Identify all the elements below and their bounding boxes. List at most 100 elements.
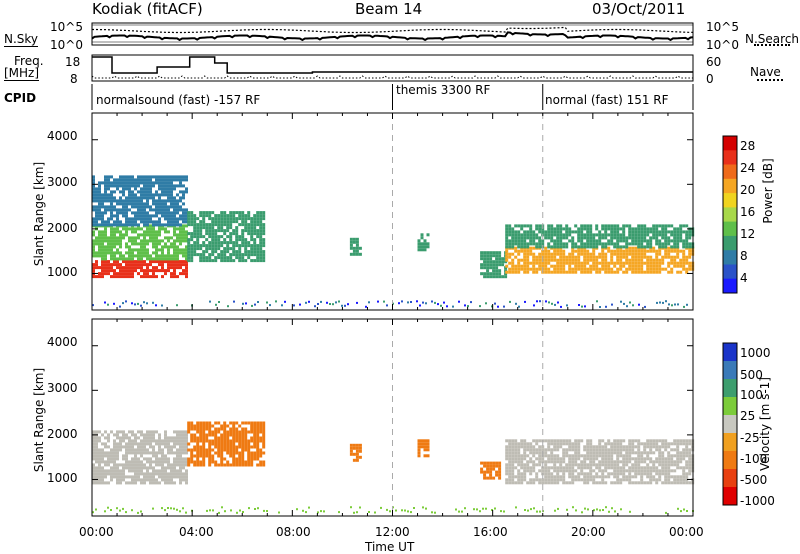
- heatmap-cell: [116, 442, 119, 446]
- heatmap-cell: [670, 442, 674, 446]
- heatmap-cell: [226, 235, 230, 239]
- heatmap-cell: [682, 469, 686, 473]
- heatmap-cell: [143, 190, 146, 194]
- heatmap-cell: [529, 224, 533, 228]
- heatmap-cell: [190, 451, 194, 455]
- heatmap-cell: [110, 184, 113, 188]
- heatmap-cell: [229, 442, 233, 446]
- heatmap-cell: [241, 223, 245, 227]
- heatmap-cell: [646, 475, 650, 479]
- heatmap-cell: [640, 233, 644, 237]
- heatmap-cell: [146, 205, 149, 209]
- heatmap-cell: [607, 463, 611, 467]
- heatmap-cell: [158, 230, 161, 234]
- heatmap-cell: [505, 258, 509, 262]
- heatmap-cell: [483, 461, 487, 465]
- heatmap-cell: [104, 223, 107, 227]
- heatmap-cell: [610, 233, 614, 237]
- heatmap-cell: [185, 469, 188, 473]
- heatmap-cell: [179, 175, 182, 179]
- heatmap-cell: [208, 463, 212, 467]
- heatmap-cell: [508, 454, 512, 458]
- heatmap-cell: [619, 233, 623, 237]
- vel-cbar-tick-neg25: -25: [740, 431, 760, 445]
- heatmap-cell: [514, 242, 518, 246]
- heatmap-cell: [95, 187, 98, 191]
- heatmap-cell: [634, 233, 638, 237]
- noise-speckle: [626, 305, 628, 308]
- heatmap-cell: [131, 481, 134, 485]
- heatmap-cell: [259, 451, 263, 455]
- heatmap-cell: [98, 248, 101, 252]
- heatmap-cell: [673, 239, 677, 243]
- heatmap-cell: [679, 442, 683, 446]
- heatmap-cell: [420, 445, 424, 449]
- heatmap-cell: [238, 211, 242, 215]
- heatmap-cell: [158, 263, 161, 267]
- heatmap-cell: [559, 445, 563, 449]
- noise-speckle: [491, 305, 493, 308]
- heatmap-cell: [226, 214, 230, 218]
- heatmap-cell: [199, 430, 203, 434]
- heatmap-cell: [592, 478, 596, 482]
- heatmap-cell: [149, 275, 152, 279]
- heatmap-cell: [673, 255, 677, 259]
- heatmap-cell: [640, 242, 644, 246]
- heatmap-cell: [143, 275, 146, 279]
- cpid-label: CPID: [4, 91, 37, 105]
- heatmap-cell: [559, 261, 563, 265]
- noise-speckle: [545, 300, 547, 303]
- heatmap-cell: [187, 238, 191, 242]
- noise-speckle: [164, 509, 166, 512]
- heatmap-cell: [199, 460, 203, 464]
- heatmap-cell: [646, 469, 650, 473]
- heatmap-cell: [550, 245, 554, 249]
- heatmap-cell: [125, 475, 128, 479]
- heatmap-cell: [241, 241, 245, 245]
- heatmap-cell: [143, 263, 146, 267]
- heatmap-cell: [661, 460, 665, 464]
- heatmap-cell: [598, 233, 602, 237]
- heatmap-cell: [140, 466, 143, 470]
- heatmap-cell: [417, 454, 421, 458]
- heatmap-cell: [196, 223, 200, 227]
- heatmap-cell: [511, 469, 515, 473]
- heatmap-cell: [146, 227, 149, 231]
- heatmap-cell: [637, 466, 641, 470]
- heatmap-cell: [532, 233, 536, 237]
- heatmap-cell: [107, 481, 110, 485]
- noise-speckle: [440, 304, 442, 307]
- noise-speckle: [299, 303, 301, 306]
- heatmap-cell: [589, 227, 593, 231]
- heatmap-cell: [604, 258, 608, 262]
- heatmap-cell: [253, 214, 257, 218]
- heatmap-cell: [187, 220, 191, 224]
- heatmap-cell: [98, 478, 101, 482]
- heatmap-cell: [185, 233, 188, 237]
- heatmap-cell: [131, 433, 134, 437]
- heatmap-cell: [176, 442, 179, 446]
- heatmap-cell: [152, 260, 155, 264]
- heatmap-cell: [238, 433, 242, 437]
- heatmap-cell: [208, 241, 212, 245]
- heatmap-cell: [250, 451, 254, 455]
- heatmap-cell: [146, 469, 149, 473]
- heatmap-cell: [146, 263, 149, 267]
- heatmap-cell: [685, 233, 689, 237]
- heatmap-cell: [679, 460, 683, 464]
- heatmap-cell: [670, 267, 674, 271]
- heatmap-cell: [523, 472, 527, 476]
- heatmap-cell: [173, 217, 176, 221]
- heatmap-cell: [208, 457, 212, 461]
- heatmap-cell: [107, 220, 110, 224]
- heatmap-cell: [625, 457, 629, 461]
- heatmap-cell: [182, 475, 185, 479]
- vel-ytick-4000: 4000: [47, 335, 78, 349]
- heatmap-cell: [205, 424, 209, 428]
- noise-speckle: [173, 507, 175, 510]
- noise-speckle: [398, 302, 400, 305]
- heatmap-cell: [146, 478, 149, 482]
- heatmap-cell: [95, 454, 98, 458]
- heatmap-cell: [208, 253, 212, 257]
- heatmap-cell: [104, 227, 107, 231]
